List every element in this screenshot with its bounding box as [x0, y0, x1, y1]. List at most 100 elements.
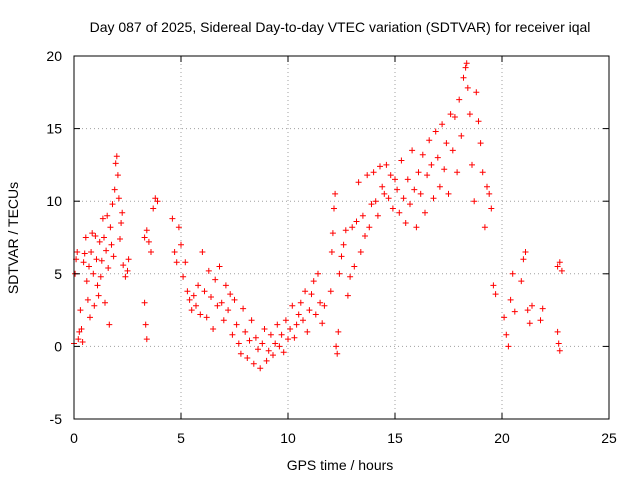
data-point-marker — [456, 96, 463, 103]
data-point-marker — [439, 121, 446, 128]
grid-lines — [74, 56, 609, 419]
data-point-marker — [321, 302, 328, 309]
data-point-marker — [329, 230, 336, 237]
data-point-marker — [218, 299, 225, 306]
data-point-marker — [201, 288, 208, 295]
data-point-marker — [293, 321, 300, 328]
data-point-marker — [248, 317, 255, 324]
data-point-marker — [340, 241, 347, 248]
data-point-marker — [210, 326, 217, 332]
data-point-marker — [272, 340, 279, 347]
data-point-marker — [255, 346, 261, 353]
x-tick-label: 25 — [601, 430, 617, 446]
data-point-marker — [466, 111, 473, 118]
data-point-marker — [274, 321, 281, 328]
data-point-marker — [302, 288, 309, 295]
data-point-marker — [304, 328, 311, 335]
data-point-marker — [336, 270, 343, 277]
data-point-marker — [522, 249, 529, 255]
data-point-marker — [93, 256, 100, 263]
data-point-marker — [445, 190, 452, 197]
data-point-marker — [441, 166, 448, 173]
data-point-marker — [252, 334, 259, 341]
data-point-marker — [335, 328, 342, 335]
data-point-marker — [413, 224, 420, 231]
data-point-marker — [267, 331, 274, 338]
data-point-marker — [180, 273, 187, 280]
x-axis-label: GPS time / hours — [287, 457, 394, 473]
data-point-marker — [463, 60, 470, 67]
data-point-marker — [250, 360, 257, 367]
data-point-marker — [94, 282, 101, 289]
data-point-marker — [400, 195, 407, 202]
data-point-marker — [334, 350, 341, 357]
data-point-marker — [282, 317, 289, 324]
data-point-marker — [141, 299, 148, 306]
data-point-marker — [505, 343, 512, 350]
data-point-marker — [289, 302, 296, 309]
y-tick-label: 10 — [46, 193, 62, 209]
data-point-marker — [556, 347, 563, 354]
data-point-marker — [312, 311, 319, 318]
data-point-marker — [355, 179, 362, 186]
data-point-marker — [396, 209, 403, 216]
data-point-marker — [193, 302, 199, 309]
data-point-marker — [372, 198, 379, 205]
data-point-marker — [297, 299, 304, 306]
x-tick-label: 5 — [177, 430, 185, 446]
data-point-marker — [84, 296, 91, 303]
data-point-marker — [220, 317, 227, 324]
data-point-marker — [265, 347, 272, 354]
data-point-marker — [379, 183, 386, 190]
data-point-marker — [199, 249, 206, 255]
data-point-marker — [357, 249, 364, 255]
data-point-marker — [409, 147, 416, 154]
data-point-marker — [394, 186, 401, 193]
data-point-marker — [430, 195, 437, 202]
data-point-marker — [124, 267, 131, 274]
data-point-marker — [432, 128, 439, 135]
data-point-marker — [110, 253, 117, 260]
data-point-marker — [383, 161, 390, 168]
data-point-marker — [86, 263, 92, 270]
data-point-marker — [97, 273, 104, 280]
data-point-marker — [169, 215, 176, 222]
data-point-marker — [366, 224, 373, 231]
data-point-marker — [407, 201, 413, 208]
data-point-marker — [142, 321, 149, 328]
data-point-marker — [261, 326, 268, 332]
data-point-marker — [342, 227, 349, 234]
data-point-marker — [88, 249, 95, 255]
data-point-marker — [81, 250, 88, 257]
data-point-marker — [188, 307, 195, 314]
data-point-marker — [381, 190, 388, 197]
data-point-marker — [145, 238, 152, 245]
data-point-marker — [462, 64, 469, 71]
data-point-marker — [90, 270, 97, 277]
data-point-marker — [237, 350, 244, 357]
data-point-marker — [333, 343, 340, 350]
data-point-marker — [143, 227, 150, 234]
data-point-marker — [80, 259, 87, 266]
data-point-marker — [526, 320, 533, 327]
axis-ticks — [73, 55, 610, 420]
data-point-marker — [520, 256, 527, 263]
data-point-marker — [114, 172, 121, 179]
x-tick-label: 20 — [494, 430, 510, 446]
data-point-marker — [347, 273, 354, 280]
data-point-marker — [338, 253, 345, 260]
data-point-marker — [120, 262, 127, 269]
data-point-marker — [87, 314, 93, 321]
x-tick-label: 0 — [70, 430, 78, 446]
data-point-marker — [102, 299, 108, 306]
data-point-marker — [235, 340, 242, 347]
data-point-marker — [115, 195, 122, 202]
data-point-marker — [148, 249, 154, 255]
data-point-marker — [112, 160, 119, 167]
plot-frame — [73, 55, 610, 420]
data-point-marker — [368, 201, 375, 208]
data-point-marker — [328, 249, 335, 255]
data-point-marker — [481, 224, 488, 231]
data-point-marker — [555, 340, 562, 347]
data-point-marker — [285, 336, 291, 343]
